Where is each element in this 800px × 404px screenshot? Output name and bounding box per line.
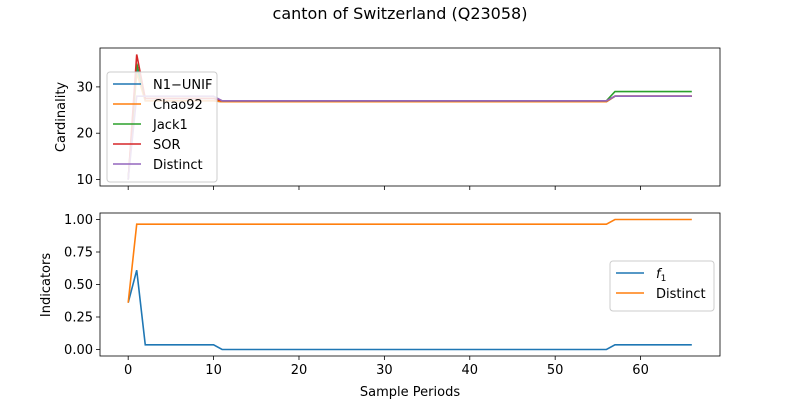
x-axis-label: Sample Periods [360,385,460,400]
x-tick-label: 10 [205,363,222,378]
x-tick-label: 60 [632,363,649,378]
top-legend-label-jack1: Jack1 [152,118,188,133]
x-tick-label: 30 [376,363,393,378]
top-legend-label-chao92: Chao92 [153,98,203,113]
top-legend-label-sor: SOR [153,138,181,153]
bottom-y-tick-label: 0.50 [64,278,93,293]
x-tick-label: 40 [462,363,479,378]
top-plot-frame [99,47,721,187]
bottom-legend-box [609,260,715,312]
bottom-y-ticks: 0.00 0.25 0.50 0.75 1.00 [64,213,100,358]
bottom-y-tick-label: 0.00 [64,343,93,358]
bottom-legend-label-distinct: Distinct [656,287,706,302]
chart-title: canton of Switzerland (Q23058) [273,4,528,23]
top-x-ticks [127,186,641,190]
top-legend-box [106,71,218,183]
bottom-legend: f1 Distinct [609,260,715,312]
x-tick-label: 0 [124,363,132,378]
bottom-series-lines [127,218,692,351]
top-legend-label-distinct: Distinct [153,158,203,173]
bottom-legend-label-f1: f1 [656,267,666,284]
bottom-line-f1 [127,269,692,351]
top-y-axis-label: Cardinality [54,82,69,153]
x-tick-label: 50 [547,363,564,378]
top-y-tick-label: 30 [76,80,93,95]
top-y-ticks: 10 20 30 [76,80,100,188]
top-legend: N1−UNIF Chao92 Jack1 SOR Distinct [106,71,218,183]
top-legend-label-n1-unif: N1−UNIF [153,78,212,93]
x-tick-label: 20 [291,363,308,378]
bottom-y-tick-label: 1.00 [64,213,93,228]
top-y-tick-label: 20 [76,127,93,142]
top-subplot: 10 20 30 Cardinality N1−UNIF Chao92 Jack1 SOR… [54,47,721,190]
bottom-subplot: 0 10 20 30 40 50 60 0.00 0.25 0.50 0.75 1.00 Indic… [39,212,721,400]
top-y-tick-label: 10 [76,173,93,188]
bottom-x-ticks: 0 10 20 30 40 50 60 [124,356,649,378]
bottom-y-axis-label: Indicators [39,253,54,317]
bottom-line-distinct [127,218,692,303]
bottom-y-tick-label: 0.75 [64,246,93,261]
bottom-y-tick-label: 0.25 [64,311,93,326]
